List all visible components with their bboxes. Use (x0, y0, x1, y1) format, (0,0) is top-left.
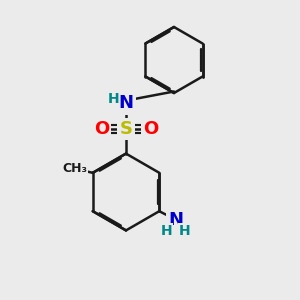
Text: CH₃: CH₃ (62, 162, 87, 175)
Text: O: O (143, 120, 158, 138)
Text: N: N (168, 211, 183, 229)
Text: O: O (94, 120, 109, 138)
Text: S: S (119, 120, 133, 138)
Text: H: H (178, 224, 190, 238)
Text: H: H (108, 92, 119, 106)
Text: N: N (118, 94, 134, 112)
Text: H: H (160, 224, 172, 238)
